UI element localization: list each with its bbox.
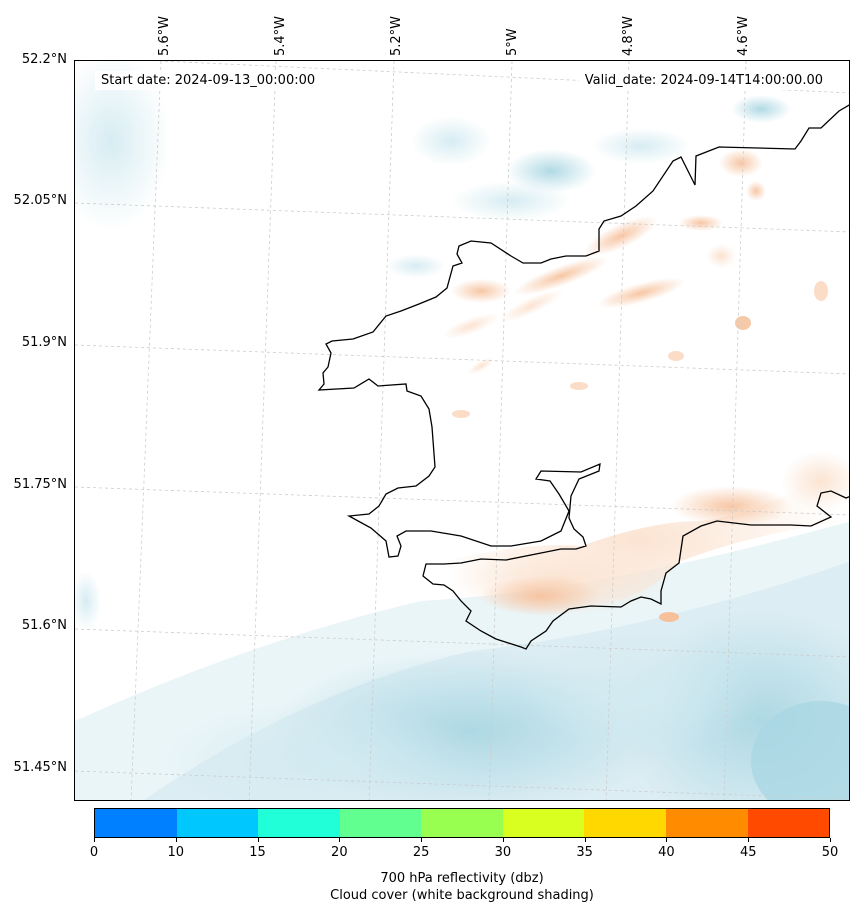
colorbar-tick-mark	[94, 838, 95, 842]
colorbar-tick-mark	[584, 838, 586, 842]
colorbar-tick-label: 15	[249, 845, 266, 860]
latitude-label: 51.6°N	[21, 618, 67, 633]
colorbar-tick-label: 30	[494, 845, 512, 860]
colorbar-segment	[502, 809, 585, 837]
colorbar-segment	[747, 809, 830, 837]
latitude-label: 52.05°N	[13, 193, 67, 208]
reflectivity-shading	[426, 149, 849, 629]
valid-date-label: Valid_date: 2024-09-14T14:00:00.00	[578, 71, 829, 90]
colorbar-tick-label: 40	[658, 845, 675, 860]
colorbar-segment	[258, 809, 340, 837]
colorbar-segment	[665, 809, 748, 837]
colorbar-segment	[421, 809, 503, 837]
longitude-label: 5.6°W	[157, 15, 172, 56]
gridlines	[75, 61, 849, 800]
longitude-label: 5.2°W	[389, 15, 404, 56]
colorbar-tick-mark	[339, 838, 341, 842]
latitude-label: 51.9°N	[21, 335, 67, 350]
colorbar-segment	[339, 809, 422, 837]
colorbar-tick-label: 10	[167, 845, 185, 860]
colorbar-tick-mark	[666, 838, 668, 842]
longitude-label: 4.8°W	[621, 15, 636, 56]
colorbar-segment	[176, 809, 259, 837]
longitude-label: 5°W	[505, 28, 520, 56]
colorbar-tick-label: 20	[331, 845, 348, 860]
colorbar-tick-mark	[175, 838, 177, 842]
colorbar-tick-mark	[421, 838, 423, 842]
colorbar-tick-mark	[502, 838, 504, 842]
colorbar-tick-mark	[830, 838, 831, 842]
coastline	[317, 104, 849, 650]
colorbar-tick-label: 25	[412, 845, 430, 860]
colorbar-tick-label: 50	[821, 845, 839, 860]
colorbar-tick-mark	[257, 838, 259, 842]
colorbar-tick-label: 35	[576, 845, 593, 860]
colorbar-segment	[584, 809, 666, 837]
map-panel: Start date: 2024-09-13_00:00:00 Valid_da…	[74, 60, 850, 801]
colorbar-tick-label: 45	[739, 845, 757, 860]
latitude-label: 52.2°N	[21, 52, 67, 67]
colorbar	[94, 808, 830, 838]
colorbar-segment	[95, 809, 177, 837]
colorbar-tick-mark	[748, 838, 750, 842]
start-date-label: Start date: 2024-09-13_00:00:00	[95, 71, 322, 90]
map-canvas	[75, 61, 849, 800]
colorbar-title-line1: 700 hPa reflectivity (dbz)	[380, 871, 544, 886]
latitude-label: 51.75°N	[13, 477, 67, 492]
colorbar-tick-label: 0	[89, 845, 99, 860]
longitude-label: 5.4°W	[273, 15, 288, 56]
colorbar-title-line2: Cloud cover (white background shading)	[330, 888, 594, 903]
longitude-label: 4.6°W	[736, 15, 751, 56]
latitude-label: 51.45°N	[13, 760, 67, 775]
